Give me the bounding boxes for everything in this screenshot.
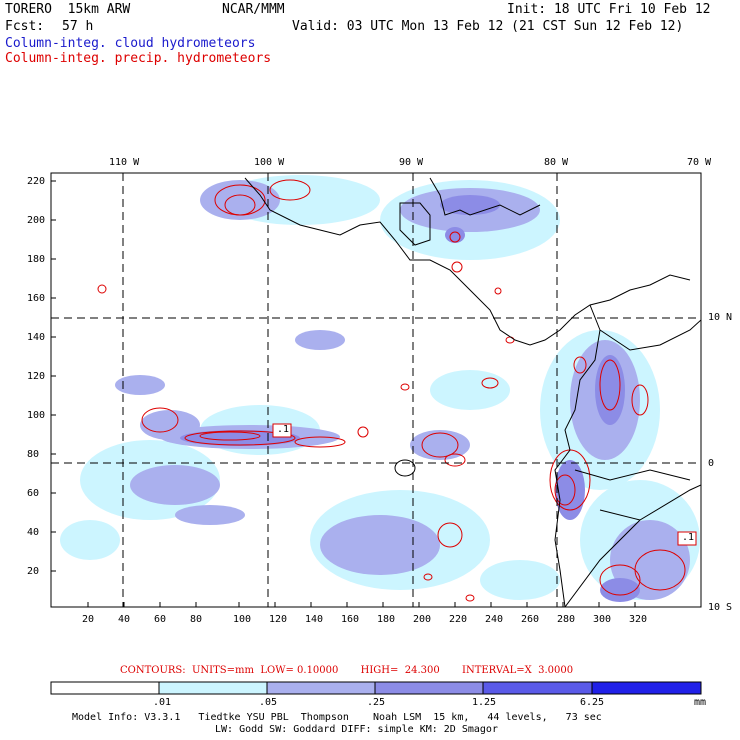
y-tick: 80 xyxy=(27,449,40,460)
y-tick: 120 xyxy=(27,371,46,382)
colorbar-label: .01 xyxy=(153,697,172,708)
lon-tick-70w: 70 W xyxy=(687,157,712,168)
model-info-line1: Model Info: V3.3.1 Tiedtke YSU PBL Thomp… xyxy=(72,712,602,723)
center-name: NCAR/MMM xyxy=(222,2,285,17)
lat-tick-10s: 10 S xyxy=(708,602,733,613)
y-tick: 20 xyxy=(27,566,40,577)
y-tick: 200 xyxy=(27,215,46,226)
x-tick: 180 xyxy=(377,614,396,625)
x-tick: 80 xyxy=(190,614,203,625)
fcst-value: 57 h xyxy=(62,19,94,34)
x-tick: 200 xyxy=(413,614,432,625)
lon-tick-90w: 90 W xyxy=(399,157,424,168)
lat-tick-0: 0 xyxy=(708,458,715,469)
lon-tick-110w: 110 W xyxy=(109,157,140,168)
field-precip-label: Column-integ. precip. hydrometeors xyxy=(5,51,272,66)
valid-time: Valid: 03 UTC Mon 13 Feb 12 (21 CST Sun … xyxy=(292,19,684,34)
x-tick: 20 xyxy=(82,614,95,625)
y-tick: 40 xyxy=(27,527,40,538)
model-title: TORERO 15km ARW xyxy=(5,2,131,17)
x-tick: 280 xyxy=(557,614,576,625)
x-tick: 260 xyxy=(521,614,540,625)
colorbar-label: 6.25 xyxy=(580,697,605,708)
x-tick: 40 xyxy=(118,614,131,625)
contour-info: CONTOURS: UNITS=mm LOW= 0.10000 HIGH= 24… xyxy=(120,665,574,676)
y-tick: 140 xyxy=(27,332,46,343)
y-tick: 180 xyxy=(27,254,46,265)
colorbar-label: 1.25 xyxy=(472,697,497,708)
x-tick: 120 xyxy=(269,614,288,625)
model-info-line2: LW: Godd SW: Goddard DIFF: simple KM: 2D… xyxy=(215,724,498,735)
colorbar xyxy=(50,681,702,695)
x-tick: 100 xyxy=(233,614,252,625)
colorbar-unit: mm xyxy=(694,697,707,708)
x-tick: 320 xyxy=(629,614,648,625)
colorbar-label: .05 xyxy=(259,697,278,708)
fcst-label: Fcst: xyxy=(5,19,45,34)
x-tick: 160 xyxy=(341,614,360,625)
x-tick: 220 xyxy=(449,614,468,625)
x-tick: 300 xyxy=(593,614,612,625)
y-tick: 60 xyxy=(27,488,40,499)
max-label-box-2: .1 xyxy=(682,532,695,543)
x-tick: 240 xyxy=(485,614,504,625)
y-tick: 160 xyxy=(27,293,46,304)
y-tick: 100 xyxy=(27,410,46,421)
y-tick: 220 xyxy=(27,176,46,187)
field-cloud-label: Column-integ. cloud hydrometeors xyxy=(5,36,256,51)
x-tick: 140 xyxy=(305,614,324,625)
max-label-box: .1 xyxy=(277,424,290,435)
cloud-field xyxy=(60,175,701,607)
lon-tick-80w: 80 W xyxy=(544,157,569,168)
init-time: Init: 18 UTC Fri 10 Feb 12 xyxy=(507,2,711,17)
lat-tick-10n: 10 N xyxy=(708,312,733,323)
colorbar-label: .25 xyxy=(367,697,386,708)
x-tick: 60 xyxy=(154,614,167,625)
lon-tick-100w: 100 W xyxy=(254,157,285,168)
